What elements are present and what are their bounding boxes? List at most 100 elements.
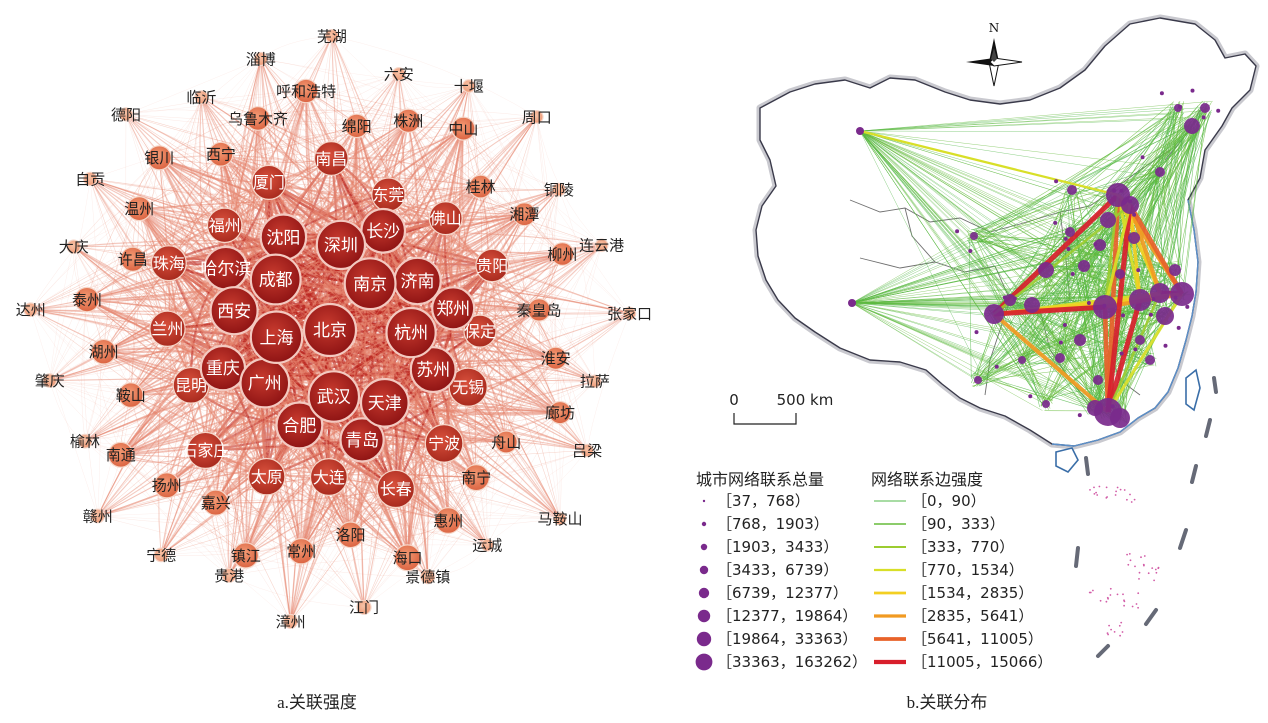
network-node-label: 东莞 bbox=[372, 185, 404, 204]
network-node-label: 南京 bbox=[353, 275, 387, 295]
network-edge bbox=[407, 253, 563, 558]
network-node-label: 肇庆 bbox=[35, 372, 65, 390]
legend-node-swatch bbox=[695, 653, 713, 671]
network-edge bbox=[398, 73, 525, 215]
island-dot bbox=[1099, 599, 1102, 602]
network-node-circle bbox=[529, 109, 544, 124]
network-node-label: 赣州 bbox=[83, 507, 113, 525]
network-node-label: 达州 bbox=[16, 301, 46, 319]
network-node-label: 广州 bbox=[248, 374, 282, 394]
network-edge bbox=[220, 153, 446, 219]
map-city-node bbox=[1119, 351, 1124, 356]
network-edge bbox=[301, 245, 602, 552]
network-node-label: 扬州 bbox=[152, 477, 182, 495]
map-edge bbox=[851, 302, 1142, 354]
map-edge bbox=[1041, 193, 1071, 265]
network-edge bbox=[395, 313, 630, 490]
map-edge bbox=[851, 228, 980, 304]
network-node: 东莞 bbox=[371, 177, 406, 212]
network-node-label: 湖州 bbox=[89, 343, 119, 361]
legend-nodes-title: 城市网络联系总量 bbox=[696, 470, 824, 489]
network-edge bbox=[215, 502, 408, 559]
network-edge bbox=[445, 218, 596, 382]
network-node-circle bbox=[117, 382, 144, 409]
network-node: 贵阳 bbox=[475, 248, 510, 283]
network-edge bbox=[215, 488, 396, 504]
network-edge bbox=[491, 265, 561, 519]
network-node-label: 铜陵 bbox=[544, 181, 574, 199]
island-dot bbox=[1126, 498, 1128, 501]
network-node: 温州 bbox=[124, 196, 154, 222]
map-city-node bbox=[1136, 268, 1141, 273]
network-node-label: 大庆 bbox=[59, 238, 89, 256]
island-dot bbox=[1095, 491, 1097, 494]
map-city-node bbox=[1176, 325, 1181, 330]
network-node-circle bbox=[208, 141, 234, 167]
network-edge bbox=[157, 328, 168, 555]
network-edge bbox=[506, 245, 602, 443]
network-edge bbox=[166, 158, 332, 330]
network-node-circle bbox=[339, 417, 385, 463]
map-edge bbox=[1093, 112, 1202, 253]
network-node-label: 连云港 bbox=[579, 237, 624, 255]
network-node: 连云港 bbox=[579, 237, 624, 255]
network-edge bbox=[290, 412, 561, 622]
network-node-circle bbox=[337, 521, 364, 549]
map-city-node bbox=[1102, 303, 1107, 308]
map-edge bbox=[1083, 267, 1089, 334]
map-edge bbox=[859, 130, 1197, 133]
map-edge bbox=[859, 130, 971, 230]
island-dot bbox=[1093, 493, 1096, 495]
network-edge bbox=[257, 118, 493, 266]
network-node-circle bbox=[74, 286, 100, 313]
network-edge bbox=[536, 116, 561, 519]
network-edge bbox=[427, 450, 588, 577]
network-edge bbox=[549, 189, 560, 359]
network-edge bbox=[215, 120, 409, 503]
map-edge bbox=[969, 232, 1138, 243]
network-edge bbox=[331, 35, 389, 195]
network-node: 鞍山 bbox=[116, 382, 146, 409]
network-node-label: 镇江 bbox=[231, 547, 261, 565]
map-city-node bbox=[1062, 323, 1067, 327]
island-dot bbox=[1123, 489, 1126, 491]
network-node-label: 大连 bbox=[313, 468, 345, 487]
network-node-label: 青岛 bbox=[345, 431, 379, 451]
map-city-node bbox=[1115, 269, 1125, 279]
network-edge bbox=[138, 208, 268, 478]
legend-node-swatch bbox=[697, 609, 711, 623]
network-node: 廊坊 bbox=[545, 400, 575, 425]
network-edge bbox=[306, 90, 559, 190]
network-edge bbox=[49, 380, 246, 556]
network-node-label: 佛山 bbox=[430, 209, 462, 228]
network-node: 珠海 bbox=[150, 245, 187, 282]
network-node: 铜陵 bbox=[544, 181, 574, 199]
network-node-circle bbox=[550, 242, 575, 266]
network-edge bbox=[168, 263, 230, 576]
map-edge bbox=[851, 302, 1155, 366]
network-edge bbox=[536, 116, 561, 413]
network-edge bbox=[159, 157, 246, 556]
network-node-circle bbox=[287, 537, 315, 565]
island-dot bbox=[1121, 631, 1124, 633]
network-node: 泰州 bbox=[72, 286, 102, 313]
map-city-node bbox=[1058, 340, 1063, 345]
map-edge bbox=[1162, 167, 1173, 312]
network-edge bbox=[268, 176, 481, 188]
network-edge bbox=[73, 58, 261, 247]
network-edge bbox=[245, 450, 588, 556]
map-edge bbox=[977, 235, 1103, 406]
network-edge bbox=[427, 441, 507, 577]
coastline bbox=[1051, 199, 1199, 447]
legend-node-label: ［12377，19864） bbox=[717, 607, 857, 625]
map-edge bbox=[851, 302, 976, 380]
network-edge bbox=[229, 520, 449, 576]
network-edge bbox=[132, 258, 206, 451]
island-dot bbox=[1118, 624, 1121, 627]
network-node-label: 太原 bbox=[251, 467, 283, 486]
network-edge bbox=[445, 217, 561, 413]
map-edge bbox=[851, 302, 1103, 402]
network-edge bbox=[130, 118, 259, 396]
network-node-circle bbox=[146, 145, 172, 171]
network-edge bbox=[84, 35, 333, 442]
